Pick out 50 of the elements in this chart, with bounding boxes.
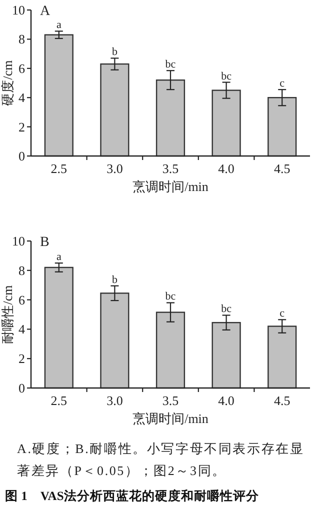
- x-tick-label: 4.5: [274, 393, 290, 408]
- y-tick-label: 6: [18, 60, 26, 76]
- y-tick-label: 10: [12, 2, 25, 18]
- annotation: c: [280, 308, 285, 320]
- chart-title: A: [40, 4, 51, 19]
- y-tick-label: 0: [18, 380, 25, 396]
- annotation: bc: [165, 58, 176, 71]
- bar: [268, 326, 297, 389]
- x-tick-label: 4.0: [218, 393, 234, 408]
- y-tick-label: 8: [18, 262, 25, 278]
- y-axis-title: 硬度/cm: [0, 60, 15, 106]
- caption: 图 1 VAS法分析西蓝花的硬度和耐嚼性评分: [5, 488, 260, 505]
- annotation: b: [112, 274, 118, 286]
- x-tick-label: 2.5: [50, 161, 68, 176]
- annotation: a: [56, 251, 62, 264]
- x-tick-label: 2.5: [50, 393, 68, 408]
- x-tick-label: 4.0: [218, 161, 234, 176]
- y-tick-label: 10: [12, 234, 25, 248]
- chart-title: B: [40, 235, 50, 250]
- bar: [156, 79, 186, 157]
- bar: [212, 322, 241, 389]
- y-axis-title: 耐嚼性/cm: [0, 285, 15, 344]
- y-tick-label: 2: [18, 351, 25, 366]
- x-tick-label: 3.5: [162, 161, 179, 176]
- annotation: bc: [165, 290, 176, 303]
- x-axis-title: 烹调时间/min: [132, 411, 209, 426]
- text: A.硬度；B.耐嚼性。小写字母不同表示存在显著差异（P＜0.05）；图2～3同。: [17, 440, 306, 480]
- bar: [268, 97, 297, 157]
- y-tick-label: 2: [18, 119, 25, 134]
- bar: [100, 63, 130, 157]
- bar: [44, 266, 74, 389]
- bar: [44, 34, 74, 157]
- bar: [100, 292, 130, 389]
- bar: [156, 312, 186, 389]
- annotation: c: [280, 78, 285, 90]
- y-tick-label: 0: [18, 148, 25, 164]
- y-tick-label: 4: [18, 90, 26, 106]
- annotation: bc: [221, 70, 232, 82]
- x-tick-label: 3.0: [106, 161, 123, 176]
- x-tick-label: 4.5: [274, 161, 290, 176]
- y-tick-label: 8: [18, 32, 25, 47]
- x-tick-label: 3.0: [106, 393, 123, 408]
- bar: [212, 90, 241, 157]
- y-tick-label: 6: [18, 292, 26, 308]
- x-axis-title: 烹调时间/min: [132, 179, 209, 194]
- x-tick-label: 3.5: [162, 393, 179, 408]
- annotation: bc: [221, 303, 232, 316]
- y-tick-label: 4: [18, 322, 26, 337]
- annotation: a: [56, 19, 62, 32]
- annotation: b: [112, 46, 118, 58]
